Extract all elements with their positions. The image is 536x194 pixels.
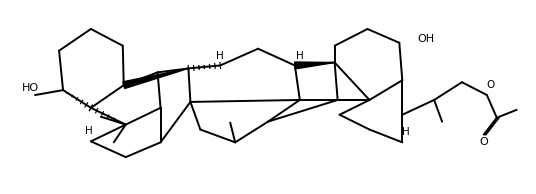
Text: H: H [217, 51, 224, 61]
Text: H: H [403, 127, 410, 138]
Text: O: O [487, 80, 495, 90]
Text: OH: OH [417, 34, 434, 44]
Text: H: H [296, 51, 304, 61]
Text: HO: HO [22, 83, 39, 93]
Text: H: H [85, 126, 93, 137]
Text: O: O [480, 137, 488, 147]
Polygon shape [295, 62, 334, 69]
Polygon shape [123, 68, 189, 88]
